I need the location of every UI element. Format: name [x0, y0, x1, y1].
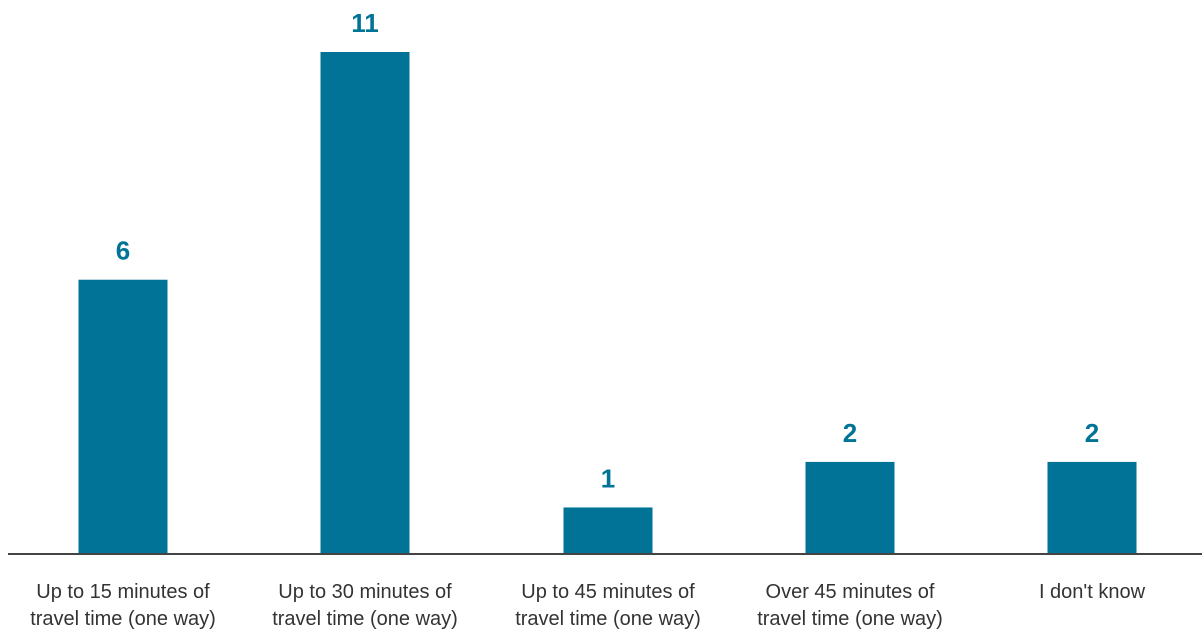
bar-4	[805, 461, 895, 553]
category-label-line: travel time (one way)	[757, 608, 943, 630]
category-label-1: Up to 15 minutes of travel time (one way)	[30, 581, 216, 630]
bar-1	[78, 279, 168, 553]
category-label-line: Up to 30 minutes of	[278, 581, 452, 603]
category-label-3: Up to 45 minutes of travel time (one way)	[515, 581, 701, 630]
category-label-line: Up to 45 minutes of	[521, 581, 695, 603]
category-label-line: Over 45 minutes of	[766, 581, 935, 603]
category-label-line: travel time (one way)	[30, 608, 216, 630]
bar-value-label-3: 1	[601, 463, 615, 493]
category-label-line: Up to 15 minutes of	[36, 581, 210, 603]
bar-value-label-4: 2	[843, 418, 857, 448]
category-label-line: I don't know	[1039, 581, 1146, 603]
bar-5	[1047, 461, 1137, 553]
bar-3	[563, 507, 653, 553]
bar-value-label-2: 11	[351, 8, 379, 38]
category-label-line: travel time (one way)	[272, 608, 458, 630]
bar-2	[320, 52, 410, 553]
bar-value-label-5: 2	[1085, 418, 1099, 448]
category-label-5: I don't know	[1039, 581, 1146, 603]
category-labels-layer: Up to 15 minutes of travel time (one way)…	[30, 581, 1145, 630]
category-label-4: Over 45 minutes of travel time (one way)	[757, 581, 943, 630]
bars-layer	[78, 52, 1137, 553]
category-label-line: travel time (one way)	[515, 608, 701, 630]
category-label-2: Up to 30 minutes of travel time (one way)	[272, 581, 458, 630]
bar-value-label-1: 6	[116, 236, 130, 266]
